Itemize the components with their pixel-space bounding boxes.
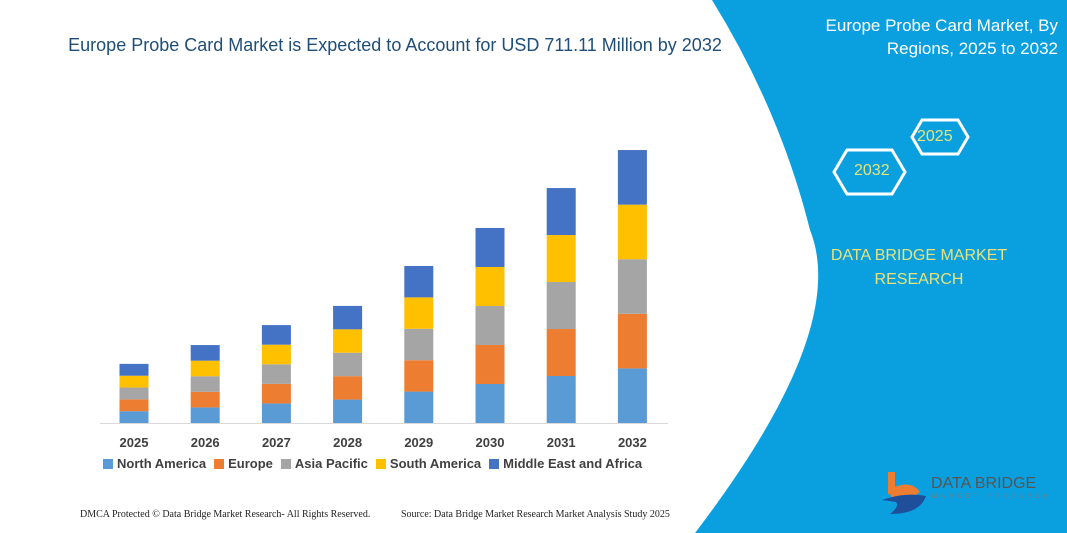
legend-item-south-america: South America — [375, 456, 482, 471]
footer-copyright: DMCA Protected © Data Bridge Market Rese… — [80, 509, 371, 520]
bar-segment-2030-asia-pacific — [475, 305, 505, 345]
bar-segment-2028-south-america — [333, 329, 363, 353]
x-tick-label: 2030 — [476, 435, 505, 450]
bar-segment-2030-north-america — [475, 383, 505, 423]
legend-label: Europe — [228, 456, 273, 471]
x-tick-label: 2028 — [333, 435, 362, 450]
bar-segment-2025-south-america — [119, 375, 149, 388]
bar-segment-2031-north-america — [546, 376, 576, 423]
legend-label: North America — [117, 456, 207, 471]
hex-label-2032: 2032 — [854, 162, 890, 179]
x-tick-label: 2031 — [547, 435, 576, 450]
bar-segment-2025-europe — [119, 399, 149, 412]
bar-segment-2030-middle-east-and-africa — [475, 227, 505, 267]
x-tick-label: 2027 — [262, 435, 291, 450]
logo-text: DATA BRIDGE — [931, 475, 1037, 492]
footer-source: Source: Data Bridge Market Research Mark… — [401, 509, 670, 520]
bar-segment-2031-asia-pacific — [546, 282, 576, 330]
legend-swatch — [375, 458, 386, 469]
bar-segment-2025-north-america — [119, 411, 149, 423]
blue-side-panel — [695, 0, 1067, 533]
bar-segment-2029-asia-pacific — [404, 328, 434, 361]
bar-segment-2031-europe — [546, 329, 576, 377]
bar-segment-2027-north-america — [261, 403, 291, 423]
bar-segment-2032-south-america — [617, 204, 647, 260]
hex-label-2025: 2025 — [917, 128, 953, 145]
x-tick-label: 2029 — [404, 435, 433, 450]
chart-title: Europe Probe Card Market is Expected to … — [68, 35, 722, 55]
hexagon-2025-icon — [910, 118, 970, 156]
legend-swatch — [103, 458, 113, 469]
legend-swatch — [489, 458, 500, 469]
bar-segment-2029-europe — [404, 360, 434, 392]
bar-segment-2028-asia-pacific — [333, 352, 363, 377]
legend-item-north-america: North America — [103, 456, 206, 471]
bar-segment-2027-europe — [261, 383, 291, 404]
stacked-bar-chart: 2025 2026 2027 2028 2029 2030 2031 2032 — [100, 150, 668, 450]
bar-segment-2031-south-america — [546, 235, 576, 283]
bar-segment-2025-middle-east-and-africa — [119, 363, 149, 376]
bar-segment-2026-europe — [190, 391, 220, 408]
bar-segment-2029-middle-east-and-africa — [404, 265, 434, 298]
hexagon-icons — [832, 118, 970, 196]
legend-label: Middle East and Africa — [503, 456, 643, 471]
bar-segment-2032-europe — [617, 313, 647, 369]
legend-swatch — [280, 458, 291, 469]
bar-segment-2027-south-america — [261, 344, 291, 365]
x-tick-label: 2032 — [618, 435, 647, 450]
brand-text: DATA BRIDGE MARKET RESEARCH — [830, 247, 1008, 288]
bar-segment-2028-north-america — [333, 399, 363, 423]
bar-segment-2026-asia-pacific — [190, 376, 220, 392]
bar-segment-2028-europe — [333, 376, 363, 400]
x-tick-label: 2025 — [120, 435, 149, 450]
legend-label: South America — [389, 456, 482, 471]
bar-segment-2028-middle-east-and-africa — [333, 305, 363, 330]
data-bridge-logo-icon — [882, 472, 926, 514]
bar-segment-2026-middle-east-and-africa — [190, 345, 220, 361]
side-title: Europe Probe Card Market, By Regions, 20… — [825, 16, 1058, 58]
bar-segment-2027-asia-pacific — [261, 364, 291, 384]
bar-segment-2031-middle-east-and-africa — [546, 188, 576, 236]
bar-segment-2032-middle-east-and-africa — [617, 150, 647, 205]
bar-segment-2030-south-america — [475, 266, 505, 306]
legend-item-europe: Europe — [214, 456, 273, 471]
bar-segment-2026-north-america — [190, 407, 220, 423]
bar-segment-2032-asia-pacific — [617, 259, 647, 314]
bar-segment-2030-europe — [475, 344, 505, 384]
legend: North America Europe Asia Pacific South Ame… — [103, 456, 642, 471]
bar-segment-2029-north-america — [404, 391, 434, 423]
bar-segment-2029-south-america — [404, 297, 434, 329]
legend-swatch — [214, 458, 225, 469]
hexagon-2032-icon — [832, 148, 907, 196]
bar-segment-2032-north-america — [617, 368, 647, 423]
legend-item-middle-east-and-africa: Middle East and Africa — [489, 456, 642, 471]
legend-item-asia-pacific: Asia Pacific — [280, 456, 368, 471]
logo-subtext: MARKET RESEARCH — [932, 494, 1052, 500]
bar-segment-2025-asia-pacific — [119, 387, 149, 400]
legend-label: Asia Pacific — [294, 456, 368, 471]
x-tick-label: 2026 — [191, 435, 220, 450]
bar-segment-2026-south-america — [190, 360, 220, 377]
bar-segment-2027-middle-east-and-africa — [261, 325, 291, 345]
